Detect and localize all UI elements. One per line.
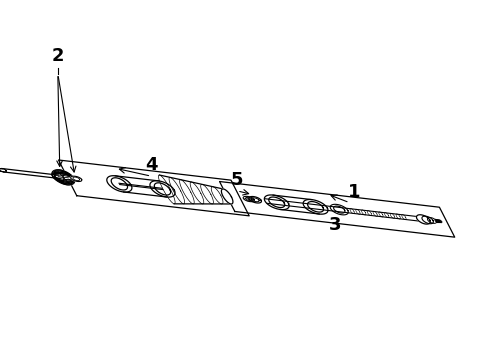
Polygon shape: [54, 174, 72, 181]
Polygon shape: [427, 217, 437, 223]
Text: 2: 2: [51, 47, 64, 65]
Polygon shape: [0, 168, 6, 172]
Polygon shape: [150, 181, 175, 197]
Polygon shape: [251, 198, 259, 202]
Polygon shape: [243, 196, 254, 202]
Polygon shape: [54, 170, 73, 185]
Text: 3: 3: [329, 216, 341, 234]
Polygon shape: [52, 170, 75, 185]
Polygon shape: [303, 199, 328, 214]
Text: 5: 5: [231, 171, 243, 189]
Polygon shape: [54, 172, 73, 182]
Polygon shape: [52, 172, 74, 183]
Polygon shape: [54, 175, 72, 180]
Polygon shape: [330, 204, 348, 215]
Polygon shape: [107, 176, 132, 192]
Polygon shape: [52, 171, 74, 184]
Polygon shape: [416, 215, 430, 224]
Polygon shape: [221, 189, 233, 204]
Polygon shape: [249, 197, 262, 203]
Text: 4: 4: [145, 156, 158, 174]
Polygon shape: [71, 176, 82, 181]
Polygon shape: [52, 174, 74, 181]
Polygon shape: [422, 216, 433, 224]
Polygon shape: [54, 171, 73, 184]
Polygon shape: [264, 195, 289, 210]
Text: 1: 1: [348, 183, 361, 201]
